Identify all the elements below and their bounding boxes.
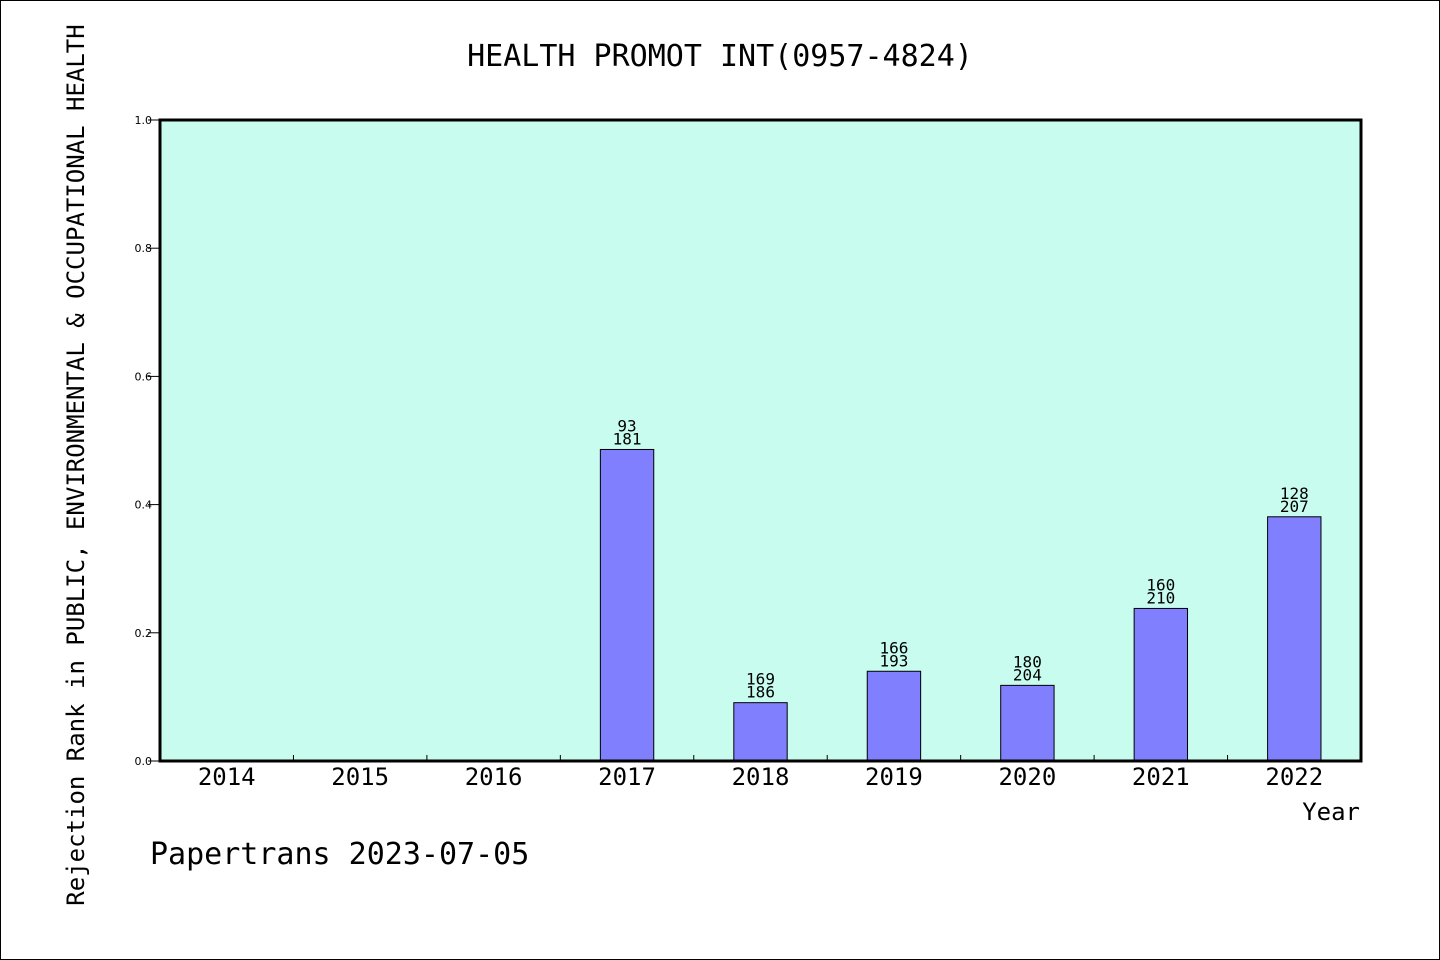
- chart-title: HEALTH PROMOT INT(0957-4824): [467, 39, 973, 74]
- bar-2018: [733, 702, 788, 762]
- x-tick-label: 2022: [1265, 763, 1323, 791]
- bar-label-bottom: 207: [1280, 497, 1309, 516]
- x-tick-label: 2021: [1132, 763, 1190, 791]
- bar-2017: [599, 448, 655, 762]
- x-tick-label: 2018: [732, 763, 790, 791]
- bar-label-bottom: 193: [879, 651, 908, 670]
- y-tick-label: 0.0: [135, 755, 153, 768]
- bar-label-bottom: 186: [746, 683, 775, 702]
- bar-label-top: 169: [746, 670, 775, 689]
- x-tick-label: 2015: [331, 763, 389, 791]
- bar-2022: [1267, 516, 1322, 762]
- bar-label-top: 180: [1013, 652, 1042, 671]
- bar-label-bottom: 204: [1013, 665, 1042, 684]
- bar-label-top: 128: [1280, 484, 1309, 503]
- bar-label-bottom: 210: [1146, 588, 1175, 607]
- x-tick-label: 2017: [598, 763, 656, 791]
- bar-label-bottom: 181: [613, 429, 642, 448]
- bar-label-top: 93: [617, 416, 636, 435]
- bar-label-top: 166: [879, 638, 908, 657]
- x-axis-label: Year: [1302, 798, 1360, 826]
- plot-border: [158, 118, 1363, 763]
- footer-text: Papertrans 2023-07-05: [150, 837, 529, 872]
- bar-2021: [1133, 607, 1189, 762]
- x-tick-label: 2014: [198, 763, 256, 791]
- x-tick-label: 2016: [465, 763, 523, 791]
- y-axis: 0.0 0.2 0.4 0.6 0.8 1.0: [135, 114, 160, 768]
- y-tick-label: 0.6: [135, 370, 153, 383]
- bar-label-top: 160: [1146, 575, 1175, 594]
- y-tick-label: 0.2: [135, 627, 153, 640]
- x-tick-label: 2019: [865, 763, 923, 791]
- y-tick-label: 1.0: [135, 114, 153, 127]
- bar-2020: [1000, 684, 1055, 762]
- y-tick-label: 0.8: [135, 242, 153, 255]
- x-tick-label: 2020: [998, 763, 1056, 791]
- y-tick-label: 0.4: [135, 499, 153, 512]
- x-axis: 2014 2015 2016 2017 2018 2019 2020 2021 2022: [198, 755, 1323, 791]
- bar-2019: [866, 670, 922, 762]
- y-axis-label: Rejection Rank in PUBLIC, ENVIRONMENTAL …: [62, 24, 90, 905]
